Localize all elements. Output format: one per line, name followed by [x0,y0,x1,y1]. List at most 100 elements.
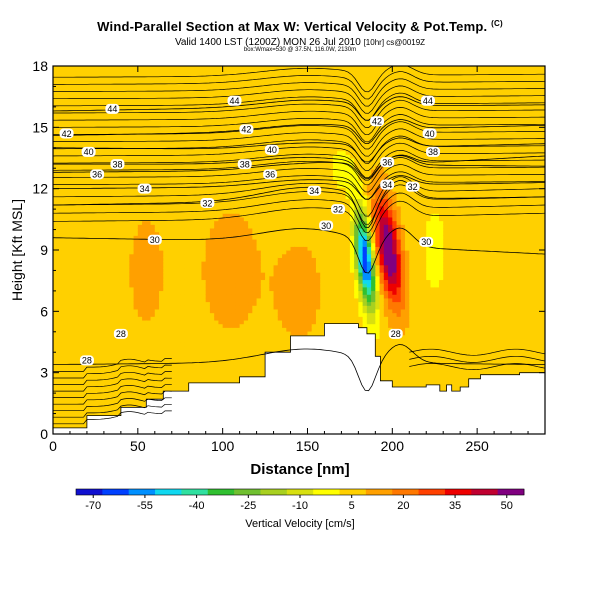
field-cell [197,356,203,361]
field-cell [176,349,181,354]
field-cell [112,216,118,222]
field-cell [146,84,152,89]
field-cell [116,250,122,255]
field-cell [248,312,253,317]
field-cell [222,209,228,214]
field-cell [61,364,67,369]
field-cell [86,88,92,93]
field-cell [239,323,245,328]
field-cell [65,84,71,89]
field-cell [150,349,156,354]
field-cell [205,77,211,82]
field-cell [61,231,67,236]
field-cell [248,216,253,222]
field-cell [142,227,147,233]
field-cell [78,261,84,266]
field-cell [226,242,232,247]
field-cell [231,261,236,266]
field-cell [61,88,67,93]
field-cell [74,264,80,269]
field-cell [78,367,84,373]
field-cell [256,121,262,126]
field-cell [256,180,262,185]
field-cell [176,367,181,373]
field-cell [116,349,122,354]
field-cell [231,375,236,380]
field-cell [146,308,152,314]
field-cell [218,216,224,222]
field-cell [231,286,236,292]
field-cell [137,342,143,347]
field-cell [159,371,164,376]
field-cell [231,84,236,89]
field-cell [57,113,63,119]
field-cell [235,353,241,358]
field-cell [91,73,97,78]
field-cell [95,353,101,358]
field-cell [99,242,105,247]
field-cell [163,84,169,89]
field-cell [116,235,122,240]
field-cell [95,305,101,310]
field-cell [61,375,67,380]
field-cell [214,279,220,284]
field-cell [86,334,92,339]
field-cell [108,316,113,321]
field-cell [197,301,203,306]
field-cell [248,235,253,240]
field-cell [209,342,215,347]
field-cell [235,279,241,284]
field-cell [91,400,97,406]
field-cell [125,246,130,251]
field-cell [243,353,249,358]
field-cell [82,220,88,225]
field-cell [82,69,88,74]
field-cell [252,88,258,93]
field-cell [103,191,109,196]
field-cell [201,106,207,111]
field-cell [248,283,253,288]
field-cell [108,297,113,303]
field-cell [226,124,232,130]
field-cell [82,158,88,163]
field-cell [218,305,224,310]
field-cell [57,356,63,361]
field-cell [95,143,101,148]
field-cell [231,367,236,373]
field-cell [99,69,105,74]
field-cell [65,154,71,159]
field-cell [167,275,173,281]
field-cell [159,69,164,74]
field-cell [176,224,181,229]
field-cell [82,327,88,332]
field-cell [146,334,152,339]
field-cell [167,305,173,310]
field-cell [57,172,63,177]
field-cell [209,117,215,122]
field-cell [112,95,118,100]
field-cell [159,375,164,380]
field-cell [129,110,135,115]
field-cell [176,150,181,155]
field-cell [260,286,266,292]
field-cell [142,301,147,306]
field-cell [82,169,88,174]
field-cell [171,73,177,78]
field-cell [243,283,249,288]
field-cell [167,246,173,251]
field-cell [57,150,63,155]
field-cell [154,139,160,144]
field-cell [256,88,262,93]
field-cell [116,150,122,155]
field-cell [235,272,241,277]
field-cell [201,183,207,189]
field-cell [159,154,164,159]
field-cell [103,135,109,141]
field-cell [53,364,58,369]
field-cell [214,290,220,295]
field-cell [222,66,228,71]
field-cell [103,334,109,339]
field-cell [188,290,194,295]
field-cell [235,220,241,225]
field-cell [74,95,80,100]
